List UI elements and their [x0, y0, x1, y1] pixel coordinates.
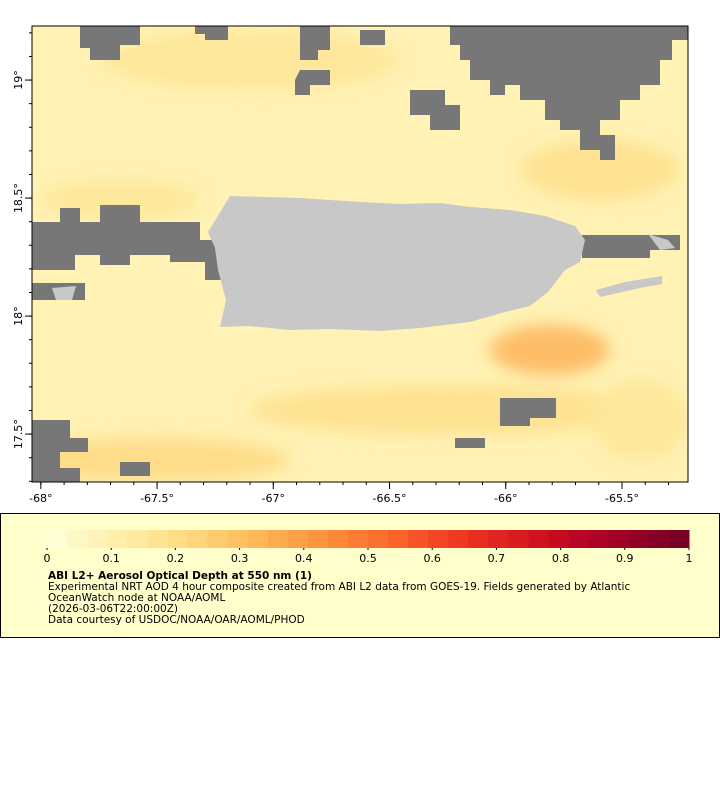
x-tick-label: -67° [262, 492, 285, 505]
colorbar-segment [147, 530, 168, 548]
colorbar-segment [628, 530, 650, 548]
colorbar-segment [347, 530, 369, 548]
y-tick-label: 17.5° [12, 419, 25, 449]
colorbar-tick-label: 0.6 [423, 552, 441, 565]
x-tick-label: -66.5° [373, 492, 407, 505]
land [52, 196, 675, 331]
colorbar-segment [468, 530, 489, 548]
colorbar-tick-label: 0.8 [552, 552, 570, 565]
colorbar-tick-label: 0.5 [359, 552, 377, 565]
colorbar-tick-label: 0 [44, 552, 51, 565]
info-title: ABI L2+ Aerosol Optical Depth at 550 nm … [48, 570, 312, 582]
colorbar-segment [87, 530, 108, 548]
colorbar-tick-label: 1 [686, 552, 693, 565]
x-tick-label: -66° [494, 492, 517, 505]
colorbar-segment [67, 530, 88, 548]
colorbar-segment [428, 530, 449, 548]
colorbar-tick-label: 0.9 [616, 552, 634, 565]
colorbar-segment [408, 530, 429, 548]
y-tick-label: 18° [12, 306, 25, 326]
colorbar-segment [528, 530, 550, 548]
colorbar: 0 0.1 0.2 0.3 0.4 0.5 0.6 0.7 0.8 0.9 1 [44, 530, 693, 565]
colorbar-segment [127, 530, 148, 548]
y-tick-label: 19° [12, 70, 25, 90]
colorbar-tick-label: 0.7 [488, 552, 506, 565]
colorbar-tick-label: 0.1 [102, 552, 120, 565]
x-tick-label: -65.5° [605, 492, 639, 505]
colorbar-segment [47, 530, 68, 548]
colorbar-tick-label: 0.3 [231, 552, 249, 565]
info-date: (2026-03-06T22:00:00Z) [48, 603, 178, 615]
colorbar-segment [107, 530, 128, 548]
colorbar-segment [568, 530, 590, 548]
colorbar-segment [668, 530, 690, 548]
colorbar-segment [448, 530, 469, 548]
info-description: Experimental NRT AOD 4 hour composite cr… [48, 581, 631, 604]
colorbar-segment [327, 530, 349, 548]
colorbar-tick-label: 0.4 [295, 552, 313, 565]
colorbar-segment [287, 530, 309, 548]
colorbar-segment [608, 530, 630, 548]
colorbar-segment [388, 530, 409, 548]
colorbar-segment [508, 530, 529, 548]
map: -68° -67.5° -67° -66.5° -66° -65.5° 17.5° 18° 18… [12, 25, 693, 565]
colorbar-segment [307, 530, 329, 548]
colorbar-segment [227, 530, 249, 548]
map-area [32, 26, 688, 482]
y-tick-label: 18.5° [12, 183, 25, 213]
axes: -68° -67.5° -67° -66.5° -66° -65.5° 17.5° 18° 18… [12, 32, 669, 505]
colorbar-segment [267, 530, 289, 548]
colorbar-segment [368, 530, 389, 548]
x-tick-label: -67.5° [140, 492, 174, 505]
info-text: ABI L2+ Aerosol Optical Depth at 550 nm … [48, 571, 688, 626]
colorbar-tick-label: 0.2 [167, 552, 185, 565]
colorbar-segment [187, 530, 208, 548]
colorbar-segment [648, 530, 670, 548]
colorbar-segment [167, 530, 188, 548]
colorbar-segment [488, 530, 509, 548]
x-tick-label: -68° [29, 492, 52, 505]
info-credit: Data courtesy of USDOC/NOAA/OAR/AOML/PHO… [48, 614, 305, 626]
colorbar-segment [207, 530, 229, 548]
colorbar-segment [588, 530, 610, 548]
map-frame [31, 25, 689, 483]
colorbar-segment [247, 530, 269, 548]
colorbar-segment [548, 530, 570, 548]
